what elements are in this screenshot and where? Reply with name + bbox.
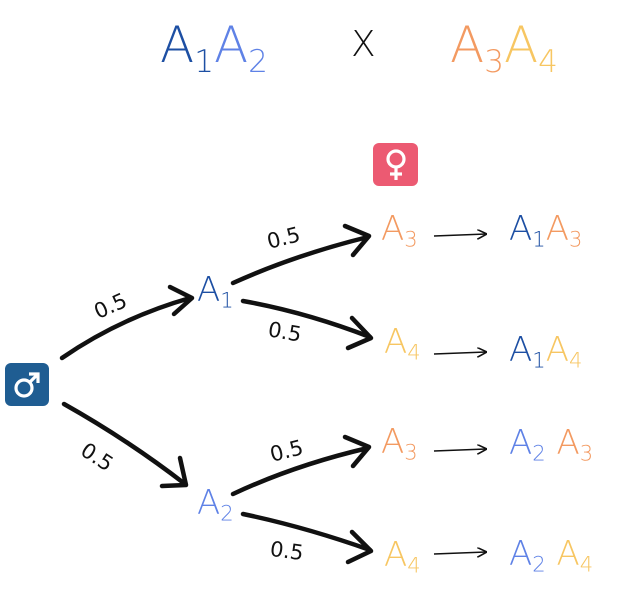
branch-arrow-a1-a3 xyxy=(230,223,372,286)
branch-arrow-a2-a3 xyxy=(230,434,372,497)
node-a4-top: A4 xyxy=(384,322,421,365)
female-symbol-icon xyxy=(373,143,418,186)
node-a3-bottom: A3 xyxy=(381,422,418,465)
node-a4-bottom: A4 xyxy=(384,535,421,578)
cross-right-genotype: A3A4 xyxy=(450,20,558,78)
cross-operator: X xyxy=(351,24,376,65)
result-arrow-2 xyxy=(433,352,486,354)
outcome-a1a4: A1A4 xyxy=(509,330,583,373)
allele-a3: A3 xyxy=(450,16,504,80)
cross-left-genotype: A1A2 xyxy=(160,20,268,78)
branch-arrow-a2-a4 xyxy=(240,511,374,565)
result-arrow-1 xyxy=(433,234,486,236)
allele-a1: A1 xyxy=(160,16,214,80)
branch-arrow-male-a1 xyxy=(59,284,195,361)
branch-arrow-male-a2 xyxy=(61,401,189,489)
allele-a4: A4 xyxy=(503,16,558,80)
node-a1: A1 xyxy=(197,270,234,313)
allele-a2: A2 xyxy=(213,16,268,80)
outcome-a1a3: A1A3 xyxy=(509,209,583,252)
prob-a1-a4: 0.5 xyxy=(266,317,304,347)
result-arrow-4 xyxy=(433,552,486,554)
node-a2: A2 xyxy=(197,483,234,526)
branch-arrow-a1-a4 xyxy=(240,298,374,351)
result-arrow-3 xyxy=(433,449,486,451)
outcome-a2a3: A2 A3 xyxy=(509,423,594,466)
prob-a2-a4: 0.5 xyxy=(268,536,305,566)
male-symbol-icon xyxy=(5,363,49,406)
outcome-a2a4: A2 A4 xyxy=(509,534,594,577)
node-a3-top: A3 xyxy=(381,209,418,252)
